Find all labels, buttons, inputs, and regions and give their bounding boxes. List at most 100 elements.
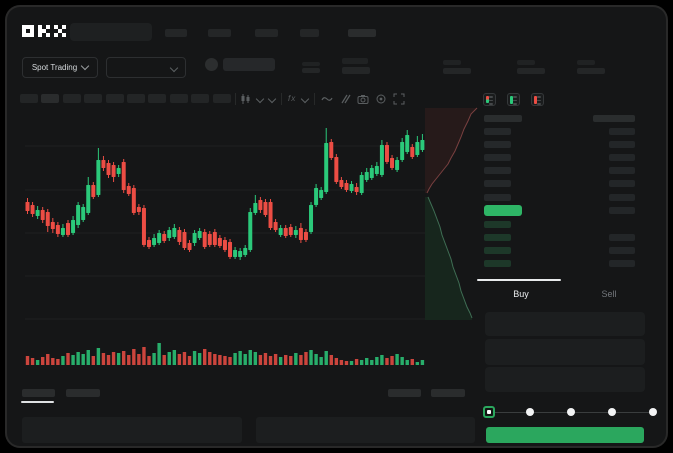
order-book-ask-row[interactable] (478, 138, 643, 151)
volume-bar (395, 354, 399, 365)
nav-item-placeholder[interactable] (300, 29, 319, 37)
slider-stop[interactable] (608, 408, 616, 416)
volume-bar (339, 360, 344, 365)
orderbook-combined-icon[interactable] (483, 93, 496, 106)
chevron-down-icon[interactable] (255, 94, 265, 103)
order-book-ask-row[interactable] (478, 164, 643, 177)
camera-icon[interactable] (357, 93, 369, 105)
toolbar-divider (314, 92, 316, 105)
tab-buy[interactable]: Buy (513, 289, 529, 299)
volume-bar (66, 353, 70, 365)
order-book-bid-row[interactable] (478, 218, 643, 231)
nav-item-placeholder[interactable] (348, 29, 376, 37)
volume-bar (167, 352, 171, 365)
interval-button-placeholder[interactable] (127, 94, 145, 103)
interval-button-placeholder[interactable] (41, 94, 60, 103)
interval-button-placeholder[interactable] (105, 94, 124, 103)
order-book-ask-row[interactable] (478, 191, 643, 204)
candlestick (384, 145, 389, 162)
settings-gear-icon[interactable] (375, 93, 387, 105)
volume-bar (309, 350, 313, 365)
line-chart-icon[interactable] (321, 93, 333, 105)
logo-pixel (42, 29, 46, 33)
volume-bar (40, 357, 45, 365)
total-input[interactable] (485, 367, 645, 392)
candlestick (349, 184, 354, 191)
candlestick (172, 228, 177, 237)
orderbook-asks-icon[interactable] (531, 93, 544, 106)
indicators-icon[interactable]: fx (288, 94, 297, 103)
order-book-ask-row[interactable] (478, 125, 643, 138)
logo-pixel (46, 25, 50, 29)
chevron-down-icon[interactable] (267, 94, 277, 103)
candlestick (157, 233, 162, 243)
volume-bar (299, 355, 303, 365)
compare-icon[interactable] (339, 93, 351, 105)
volume-bar (314, 354, 318, 365)
candlestick (192, 233, 197, 243)
bottom-tab-orders[interactable] (22, 389, 55, 397)
depth-profile (425, 107, 478, 320)
interval-button-placeholder[interactable] (169, 94, 188, 103)
slider-handle[interactable] (483, 406, 495, 418)
interval-button-placeholder[interactable] (191, 94, 210, 103)
candlestick (228, 242, 233, 257)
search-input[interactable] (70, 23, 152, 41)
active-bottom-tab-indicator (21, 401, 54, 403)
interval-button-placeholder[interactable] (20, 94, 38, 103)
candlestick (263, 202, 268, 215)
slider-stop[interactable] (649, 408, 657, 416)
orderbook-bids-icon[interactable] (507, 93, 520, 106)
logo-pixel (58, 29, 62, 33)
volume-bar (106, 355, 111, 365)
bottom-link-placeholder[interactable] (431, 389, 465, 397)
chart-type-icon[interactable] (239, 93, 251, 105)
interval-button-placeholder[interactable] (84, 94, 103, 103)
volume-bar (354, 359, 359, 365)
candlestick (248, 212, 253, 250)
order-book-ask-row[interactable] (478, 177, 643, 190)
okx-logo (22, 25, 66, 37)
order-book-ask-row[interactable] (478, 151, 643, 164)
order-book-bid-row[interactable] (478, 231, 643, 244)
bottom-tab-history[interactable] (66, 389, 100, 397)
candlestick (147, 240, 152, 247)
candlestick (298, 228, 303, 240)
nav-item-placeholder[interactable] (255, 29, 278, 37)
fullscreen-icon[interactable] (393, 93, 405, 105)
pair-dropdown[interactable] (106, 57, 186, 78)
pair-name-placeholder[interactable] (223, 58, 275, 71)
slider-stop[interactable] (526, 408, 534, 416)
order-book-bid-row[interactable] (478, 244, 643, 257)
interval-button-placeholder[interactable] (62, 94, 81, 103)
market-type-selector[interactable]: Spot Trading (22, 57, 98, 78)
candlestick-chart[interactable] (25, 110, 425, 333)
volume-bar (61, 356, 65, 365)
nav-item-placeholder[interactable] (208, 29, 231, 37)
candlestick (25, 202, 30, 211)
bottom-link-placeholder[interactable] (388, 389, 421, 397)
volume-bar (349, 361, 354, 365)
amount-input[interactable] (485, 339, 645, 365)
volume-bar (289, 356, 293, 365)
chevron-down-icon[interactable] (300, 94, 310, 103)
order-book-bid-row[interactable] (478, 257, 643, 270)
tab-sell[interactable]: Sell (601, 289, 617, 299)
volume-bar (197, 353, 202, 365)
candlestick (288, 227, 293, 235)
interval-button-placeholder[interactable] (148, 94, 167, 103)
interval-button-placeholder[interactable] (212, 94, 231, 103)
buy-button[interactable] (486, 427, 644, 443)
candlestick (126, 186, 131, 194)
orderbook-view-toggles (483, 93, 544, 106)
volume-bar (157, 343, 161, 365)
slider-stop[interactable] (567, 408, 575, 416)
last-price-row[interactable] (478, 204, 643, 218)
price-input[interactable] (485, 312, 645, 336)
volume-bar (96, 348, 101, 365)
nav-item-placeholder[interactable] (165, 29, 187, 37)
candlestick (131, 188, 136, 213)
volume-bar (304, 352, 308, 365)
toolbar-divider (281, 92, 282, 105)
candlestick (116, 168, 121, 174)
